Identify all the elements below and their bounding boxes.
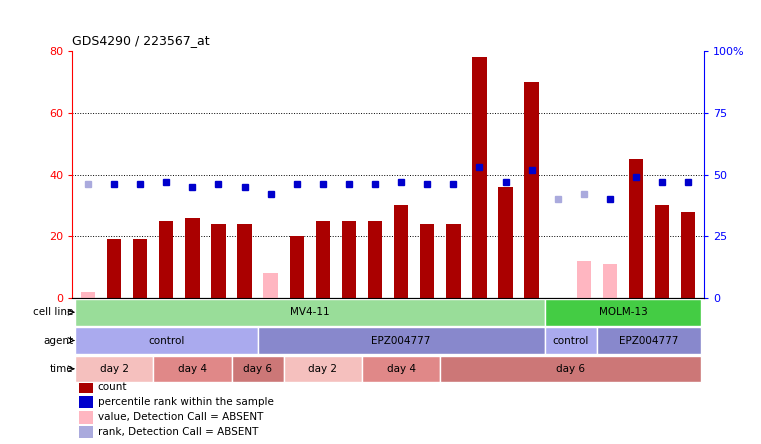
Bar: [524, 82, 539, 298]
Text: day 4: day 4: [387, 364, 416, 374]
Text: count: count: [97, 382, 127, 392]
Text: EPZ004777: EPZ004777: [371, 336, 431, 345]
Bar: [316, 221, 330, 298]
Text: control: control: [148, 336, 184, 345]
Text: cell line: cell line: [33, 307, 74, 317]
Text: EPZ004777: EPZ004777: [619, 336, 679, 345]
Bar: [441, 356, 702, 382]
Bar: [473, 57, 486, 298]
Bar: [78, 426, 93, 438]
Bar: [446, 224, 460, 298]
Bar: [133, 239, 148, 298]
Bar: [362, 356, 441, 382]
Text: percentile rank within the sample: percentile rank within the sample: [97, 397, 273, 407]
Text: day 2: day 2: [308, 364, 337, 374]
Bar: [655, 206, 670, 298]
Bar: [597, 327, 702, 354]
Bar: [290, 236, 304, 298]
Bar: [263, 274, 278, 298]
Bar: [368, 221, 382, 298]
Text: time: time: [50, 364, 74, 374]
Bar: [629, 159, 643, 298]
Bar: [78, 411, 93, 424]
Bar: [545, 299, 702, 325]
Bar: [237, 224, 252, 298]
Bar: [603, 264, 617, 298]
Text: day 6: day 6: [556, 364, 585, 374]
Bar: [577, 261, 591, 298]
Bar: [75, 356, 153, 382]
Bar: [78, 381, 93, 393]
Bar: [394, 206, 409, 298]
Bar: [284, 356, 362, 382]
Bar: [212, 224, 225, 298]
Text: day 6: day 6: [243, 364, 272, 374]
Text: value, Detection Call = ABSENT: value, Detection Call = ABSENT: [97, 412, 263, 423]
Text: MV4-11: MV4-11: [290, 307, 330, 317]
Bar: [159, 221, 174, 298]
Text: agent: agent: [43, 336, 74, 345]
Bar: [153, 356, 231, 382]
Bar: [78, 396, 93, 408]
Bar: [545, 327, 597, 354]
Bar: [75, 327, 258, 354]
Bar: [75, 299, 545, 325]
Text: MOLM-13: MOLM-13: [599, 307, 648, 317]
Text: rank, Detection Call = ABSENT: rank, Detection Call = ABSENT: [97, 427, 258, 437]
Text: day 4: day 4: [178, 364, 207, 374]
Bar: [258, 327, 545, 354]
Bar: [185, 218, 199, 298]
Bar: [420, 224, 435, 298]
Bar: [107, 239, 121, 298]
Text: GDS4290 / 223567_at: GDS4290 / 223567_at: [72, 34, 210, 47]
Bar: [342, 221, 356, 298]
Bar: [231, 356, 284, 382]
Text: day 2: day 2: [100, 364, 129, 374]
Bar: [681, 212, 696, 298]
Bar: [81, 292, 95, 298]
Text: control: control: [552, 336, 589, 345]
Bar: [498, 187, 513, 298]
